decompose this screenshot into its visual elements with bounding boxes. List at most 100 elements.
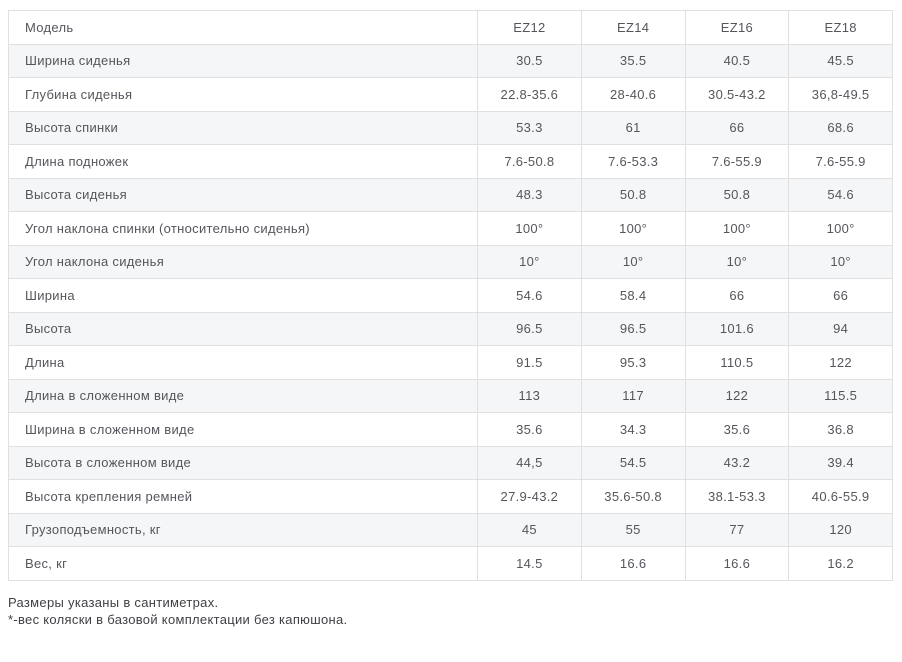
cell-value: 36.8 [788, 412, 893, 447]
cell-value: 34.3 [580, 412, 686, 447]
table-row: Вес, кг 14.5 16.6 16.6 16.2 [8, 546, 893, 581]
cell-value: 113 [477, 378, 582, 413]
cell-value: 28-40.6 [580, 77, 686, 112]
cell-value: 16.6 [684, 546, 790, 581]
cell-value: 100° [788, 211, 893, 246]
row-label: Высота в сложенном виде [8, 445, 478, 480]
cell-value: 122 [684, 378, 790, 413]
spec-table: Модель EZ12 EZ14 EZ16 EZ18 Ширина сиденья 30.… [8, 10, 893, 581]
cell-value: 10° [580, 244, 686, 279]
cell-value: 43.2 [684, 445, 790, 480]
cell-value: 94 [788, 311, 893, 346]
footer-notes: Размеры указаны в сантиметрах. *-вес кол… [8, 594, 893, 628]
cell-value: 66 [684, 110, 790, 145]
cell-value: 35.5 [580, 43, 686, 78]
cell-value: 120 [788, 512, 893, 547]
cell-value: 16.2 [788, 546, 893, 581]
table-head: Модель EZ12 EZ14 EZ16 EZ18 [8, 10, 893, 45]
cell-value: 61 [580, 110, 686, 145]
column-header-ez18: EZ18 [788, 10, 893, 45]
cell-value: 53.3 [477, 110, 582, 145]
row-label: Ширина [8, 278, 478, 313]
cell-value: 96.5 [477, 311, 582, 346]
cell-value: 66 [684, 278, 790, 313]
table-row: Длина в сложенном виде 113 117 122 115.5 [8, 378, 893, 413]
cell-value: 54.6 [477, 278, 582, 313]
table-row: Глубина сиденья 22.8-35.6 28-40.6 30.5-43.2… [8, 77, 893, 112]
cell-value: 7.6-53.3 [580, 144, 686, 179]
cell-value: 7.6-50.8 [477, 144, 582, 179]
cell-value: 44,5 [477, 445, 582, 480]
row-label: Вес, кг [8, 546, 478, 581]
cell-value: 96.5 [580, 311, 686, 346]
cell-value: 55 [580, 512, 686, 547]
table-body: Ширина сиденья 30.5 35.5 40.5 45.5 Глубина си… [8, 43, 893, 581]
cell-value: 22.8-35.6 [477, 77, 582, 112]
table-row: Высота спинки 53.3 61 66 68.6 [8, 110, 893, 145]
column-header-ez16: EZ16 [684, 10, 790, 45]
row-label: Высота спинки [8, 110, 478, 145]
row-label: Длина в сложенном виде [8, 378, 478, 413]
cell-value: 100° [684, 211, 790, 246]
header-row: Модель EZ12 EZ14 EZ16 EZ18 [8, 10, 893, 45]
cell-value: 10° [684, 244, 790, 279]
table-row: Длина подножек 7.6-50.8 7.6-53.3 7.6-55.9 7.… [8, 144, 893, 179]
column-header-ez14: EZ14 [580, 10, 686, 45]
cell-value: 27.9-43.2 [477, 479, 582, 514]
cell-value: 110.5 [684, 345, 790, 380]
table-row: Ширина сиденья 30.5 35.5 40.5 45.5 [8, 43, 893, 78]
row-label: Высота [8, 311, 478, 346]
cell-value: 54.5 [580, 445, 686, 480]
cell-value: 7.6-55.9 [684, 144, 790, 179]
cell-value: 54.6 [788, 177, 893, 212]
row-label: Высота сиденья [8, 177, 478, 212]
cell-value: 14.5 [477, 546, 582, 581]
row-label: Длина [8, 345, 478, 380]
table-row: Грузоподъемность, кг 45 55 77 120 [8, 512, 893, 547]
cell-value: 45 [477, 512, 582, 547]
cell-value: 50.8 [684, 177, 790, 212]
footer-note-units: Размеры указаны в сантиметрах. [8, 594, 219, 610]
cell-value: 38.1-53.3 [684, 479, 790, 514]
table-row: Угол наклона сиденья 10° 10° 10° 10° [8, 244, 893, 279]
cell-value: 40.5 [684, 43, 790, 78]
cell-value: 39.4 [788, 445, 893, 480]
table-row: Высота крепления ремней 27.9-43.2 35.6-50.… [8, 479, 893, 514]
table-row: Высота 96.5 96.5 101.6 94 [8, 311, 893, 346]
cell-value: 122 [788, 345, 893, 380]
row-label: Угол наклона спинки (относительно сидень… [8, 211, 478, 246]
cell-value: 68.6 [788, 110, 893, 145]
table-row: Ширина 54.6 58.4 66 66 [8, 278, 893, 313]
cell-value: 35.6 [684, 412, 790, 447]
row-label: Глубина сиденья [8, 77, 478, 112]
row-label: Длина подножек [8, 144, 478, 179]
cell-value: 35.6 [477, 412, 582, 447]
column-header-model: Модель [8, 10, 478, 45]
cell-value: 40.6-55.9 [788, 479, 893, 514]
cell-value: 48.3 [477, 177, 582, 212]
cell-value: 66 [788, 278, 893, 313]
cell-value: 10° [788, 244, 893, 279]
cell-value: 100° [477, 211, 582, 246]
cell-value: 36,8-49.5 [788, 77, 893, 112]
table-row: Ширина в сложенном виде 35.6 34.3 35.6 36.8 [8, 412, 893, 447]
cell-value: 7.6-55.9 [788, 144, 893, 179]
cell-value: 30.5-43.2 [684, 77, 790, 112]
cell-value: 101.6 [684, 311, 790, 346]
cell-value: 16.6 [580, 546, 686, 581]
cell-value: 91.5 [477, 345, 582, 380]
row-label: Высота крепления ремней [8, 479, 478, 514]
row-label: Ширина в сложенном виде [8, 412, 478, 447]
cell-value: 117 [580, 378, 686, 413]
table-row: Высота сиденья 48.3 50.8 50.8 54.6 [8, 177, 893, 212]
row-label: Угол наклона сиденья [8, 244, 478, 279]
table-row: Высота в сложенном виде 44,5 54.5 43.2 39.4 [8, 445, 893, 480]
cell-value: 35.6-50.8 [580, 479, 686, 514]
cell-value: 77 [684, 512, 790, 547]
cell-value: 10° [477, 244, 582, 279]
table-row: Угол наклона спинки (относительно сидень… [8, 211, 893, 246]
cell-value: 50.8 [580, 177, 686, 212]
cell-value: 95.3 [580, 345, 686, 380]
footer-note-weight: *-вес коляски в базовой комплектации без… [8, 611, 348, 627]
